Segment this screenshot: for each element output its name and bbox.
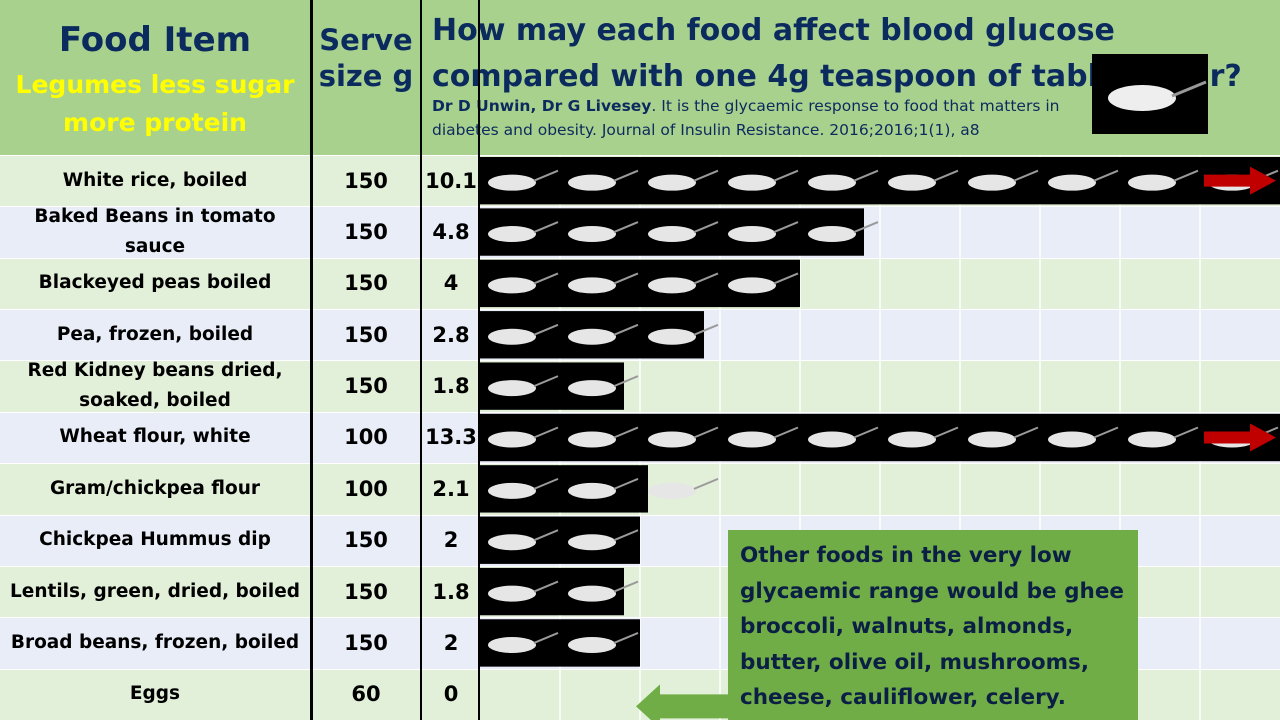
food-name: Pea, frozen, boiled — [56, 323, 254, 345]
citation-authors: Dr D Unwin, Dr G Livesey — [432, 97, 652, 115]
citation-text: . It is the glycaemic response to food t… — [432, 97, 1060, 139]
serve-size: 100 — [344, 476, 388, 501]
header-cell: Food Item Legumes less sugar more protei… — [0, 0, 310, 155]
spoon-image — [1092, 54, 1208, 134]
teaspoons: 0 — [443, 682, 459, 707]
spoon-handle — [1171, 80, 1207, 98]
serve-size: 150 — [344, 168, 388, 193]
teaspoons: 10.1 — [425, 168, 477, 193]
food-name: Eggs — [129, 683, 181, 705]
food-name: Wheat flour, white — [59, 426, 251, 448]
column-border — [420, 0, 422, 720]
food-name: Gram/chickpea flour — [49, 477, 260, 499]
teaspoons: 2 — [443, 630, 459, 655]
food-name: Broad beans, frozen, boiled — [10, 631, 300, 653]
food-name: Blackeyed peas boiled — [38, 272, 272, 294]
serve-size: 150 — [344, 374, 388, 399]
serve-size: 150 — [344, 630, 388, 655]
serve-size: 150 — [344, 271, 388, 296]
teaspoons: 2.1 — [432, 476, 470, 501]
col2-title: Serve size g — [312, 0, 420, 155]
header-cell: How may each food affect blood glucose c… — [422, 0, 1280, 155]
col1-title: Food Item — [58, 20, 252, 60]
teaspoons: 4 — [443, 271, 459, 296]
col1-subtitle: Legumes less sugar more protein — [15, 70, 295, 137]
teaspoons: 13.3 — [425, 425, 477, 450]
sugar — [1108, 85, 1176, 111]
serve-size: 60 — [351, 682, 381, 707]
food-name: Red Kidney beans dried, soaked, boiled — [27, 360, 283, 412]
food-name: Baked Beans in tomato sauce — [34, 206, 276, 258]
food-name: Lentils, green, dried, boiled — [9, 580, 300, 602]
column-border — [310, 0, 313, 720]
note-box: Other foods in the very low glycaemic ra… — [728, 530, 1138, 720]
teaspoons: 1.8 — [432, 374, 470, 399]
serve-size: 150 — [344, 579, 388, 604]
food-name: White rice, boiled — [62, 169, 248, 191]
spoon-svg — [1108, 80, 1207, 111]
food-name: Chickpea Hummus dip — [39, 529, 271, 551]
teaspoons: 1.8 — [432, 579, 470, 604]
teaspoons: 4.8 — [432, 220, 470, 245]
teaspoons: 2 — [443, 528, 459, 553]
serve-size: 150 — [344, 220, 388, 245]
teaspoons: 2.8 — [432, 322, 470, 347]
column-border — [478, 0, 480, 720]
serve-size: 150 — [344, 322, 388, 347]
citation: Dr D Unwin, Dr G Livesey. It is the glyc… — [432, 94, 1092, 142]
serve-size: 100 — [344, 425, 388, 450]
serve-size: 150 — [344, 528, 388, 553]
